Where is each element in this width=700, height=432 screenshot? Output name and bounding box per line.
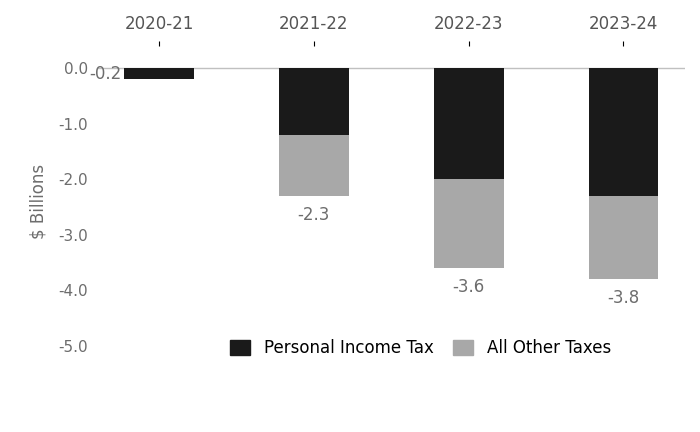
Bar: [279, 135, 349, 196]
Legend: Personal Income Tax, All Other Taxes: Personal Income Tax, All Other Taxes: [223, 333, 617, 364]
Bar: [589, 196, 658, 279]
Text: -0.2: -0.2: [89, 65, 121, 83]
Bar: [589, 68, 658, 196]
Bar: [125, 68, 194, 79]
Text: -3.6: -3.6: [453, 278, 485, 296]
Y-axis label: $ Billions: $ Billions: [29, 164, 47, 239]
Bar: [279, 68, 349, 135]
Bar: [434, 68, 503, 179]
Text: -2.3: -2.3: [298, 206, 330, 224]
Text: -3.8: -3.8: [608, 289, 640, 307]
Bar: [434, 179, 503, 268]
